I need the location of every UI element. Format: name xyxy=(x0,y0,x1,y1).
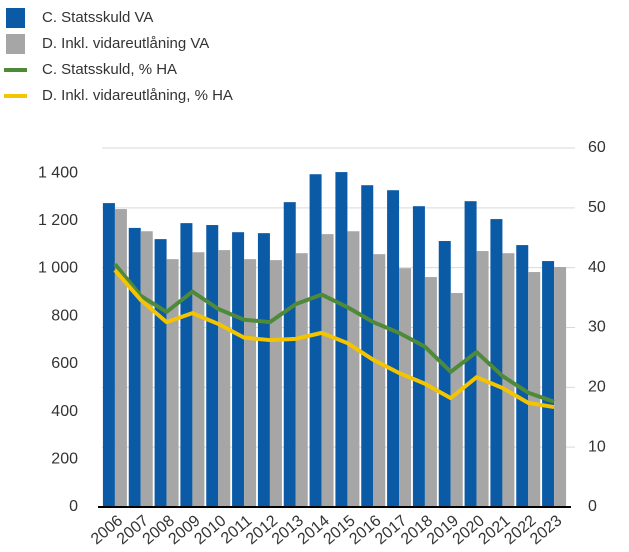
legend-label: D. Inkl. vidareutlåning VA xyxy=(42,35,209,52)
bar xyxy=(128,227,141,508)
y2-tick-label: 20 xyxy=(588,379,606,396)
y2-tick-label: 60 xyxy=(588,139,606,156)
line xyxy=(113,262,555,404)
bar xyxy=(283,202,296,507)
bar xyxy=(114,209,127,507)
bar xyxy=(464,201,477,507)
y-tick-label: 600 xyxy=(51,355,78,372)
bar xyxy=(154,239,167,508)
bar xyxy=(399,268,412,507)
bar xyxy=(218,250,231,507)
line xyxy=(113,268,555,410)
bar xyxy=(554,267,567,507)
y-tick-label: 1 000 xyxy=(38,260,78,277)
bar xyxy=(244,259,257,507)
bar xyxy=(490,219,503,507)
bar xyxy=(347,231,360,508)
bar xyxy=(424,277,437,507)
bar xyxy=(180,223,193,508)
y-tick-label: 400 xyxy=(51,403,78,420)
y-tick-label: 1 400 xyxy=(38,164,78,181)
bar xyxy=(528,272,541,507)
bar xyxy=(140,231,153,508)
bar xyxy=(373,254,386,507)
bar xyxy=(387,190,400,508)
y-tick-label: 200 xyxy=(51,451,78,468)
y2-tick-label: 10 xyxy=(588,438,606,455)
legend-label: C. Statsskuld, % HA xyxy=(42,61,177,78)
bar xyxy=(166,259,179,507)
bar xyxy=(321,234,334,507)
bar xyxy=(295,253,308,507)
bar xyxy=(542,261,555,507)
bar xyxy=(206,225,219,507)
legend-label: D. Inkl. vidareutlåning, % HA xyxy=(42,87,233,104)
bar xyxy=(412,206,425,508)
y2-tick-label: 0 xyxy=(588,498,597,515)
bar xyxy=(361,185,374,507)
bar xyxy=(450,293,463,507)
bar xyxy=(232,232,245,507)
legend-label: C. Statsskuld VA xyxy=(42,9,153,26)
y2-tick-label: 30 xyxy=(588,319,606,336)
y-tick-label: 800 xyxy=(51,307,78,324)
y2-tick-label: 40 xyxy=(588,259,606,276)
bar xyxy=(102,203,115,507)
y-tick-label: 0 xyxy=(69,498,78,515)
bar xyxy=(269,260,282,507)
bar xyxy=(516,245,529,507)
y-tick-label: 1 200 xyxy=(38,212,78,229)
legend-swatch xyxy=(6,34,25,54)
y2-tick-label: 50 xyxy=(588,199,606,216)
bar xyxy=(438,241,451,507)
legend-swatch xyxy=(6,8,25,28)
bar xyxy=(309,174,322,507)
bar xyxy=(257,233,270,507)
